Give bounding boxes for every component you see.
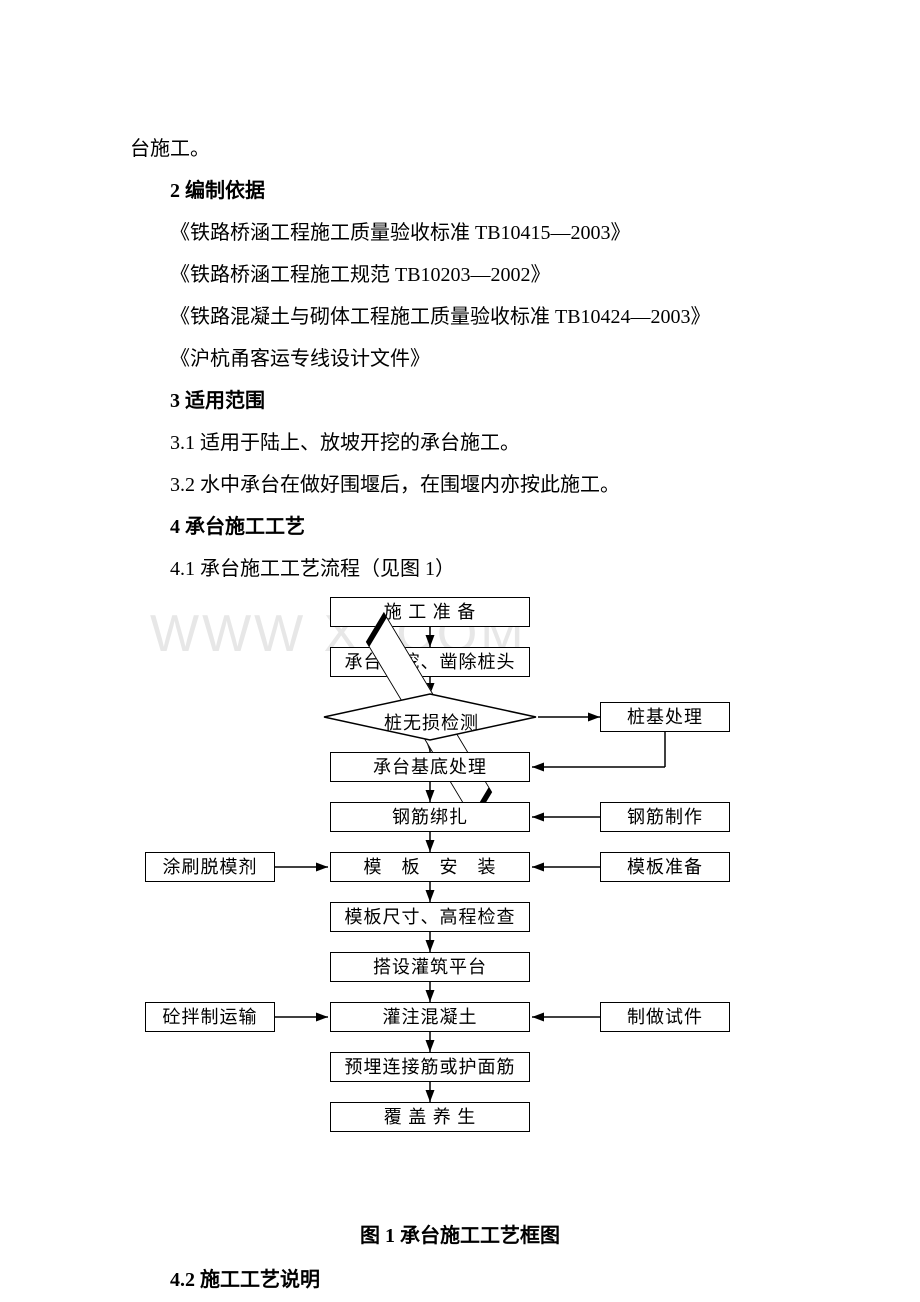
heading-4: 4 承台施工工艺	[130, 508, 790, 546]
flow-node-rebar-tie: 钢筋绑扎	[330, 802, 530, 832]
flow-node-inspect-label: 桩无损检测	[384, 706, 479, 740]
reference-3: 《铁路混凝土与砌体工程施工质量验收标准 TB10424—2003》	[130, 298, 790, 336]
flow-node-platform: 搭设灌筑平台	[330, 952, 530, 982]
reference-2: 《铁路桥涵工程施工规范 TB10203—2002》	[130, 256, 790, 294]
paragraph-4-1: 4.1 承台施工工艺流程（见图 1）	[130, 550, 790, 588]
document-body: 台施工。 2 编制依据 《铁路桥涵工程施工质量验收标准 TB10415—2003…	[0, 0, 920, 1299]
paragraph-3-1: 3.1 适用于陆上、放坡开挖的承台施工。	[130, 424, 790, 462]
heading-3: 3 适用范围	[130, 382, 790, 420]
paragraph-3-2: 3.2 水中承台在做好围堰后，在围堰内亦按此施工。	[130, 466, 790, 504]
reference-1: 《铁路桥涵工程施工质量验收标准 TB10415—2003》	[130, 214, 790, 252]
flow-node-excavate: 承台开挖、凿除桩头	[330, 647, 530, 677]
flow-node-prep: 施 工 准 备	[330, 597, 530, 627]
flow-node-check: 模板尺寸、高程检查	[330, 902, 530, 932]
flow-node-rebar-make: 钢筋制作	[600, 802, 730, 832]
heading-4-2: 4.2 施工工艺说明	[130, 1261, 790, 1299]
flow-node-specimen: 制做试件	[600, 1002, 730, 1032]
reference-4: 《沪杭甬客运专线设计文件》	[130, 340, 790, 378]
flow-node-inspect-diamond: 桩无损检测	[322, 692, 538, 742]
flow-node-base: 承台基底处理	[330, 752, 530, 782]
flowchart: 施 工 准 备 承台开挖、凿除桩头 桩无损检测 承台基底处理 钢筋绑扎 模 板 …	[130, 592, 830, 1212]
flow-node-formwork: 模 板 安 装	[330, 852, 530, 882]
flow-node-concrete-mix: 砼拌制运输	[145, 1002, 275, 1032]
paragraph-continuation: 台施工。	[130, 130, 790, 168]
flow-node-cure: 覆 盖 养 生	[330, 1102, 530, 1132]
heading-2: 2 编制依据	[130, 172, 790, 210]
flow-node-pile-treat: 桩基处理	[600, 702, 730, 732]
figure-caption: 图 1 承台施工工艺框图	[130, 1217, 790, 1255]
flow-node-release-agent: 涂刷脱模剂	[145, 852, 275, 882]
flow-node-embed: 预埋连接筋或护面筋	[330, 1052, 530, 1082]
flow-node-pour: 灌注混凝土	[330, 1002, 530, 1032]
flow-node-form-prep: 模板准备	[600, 852, 730, 882]
